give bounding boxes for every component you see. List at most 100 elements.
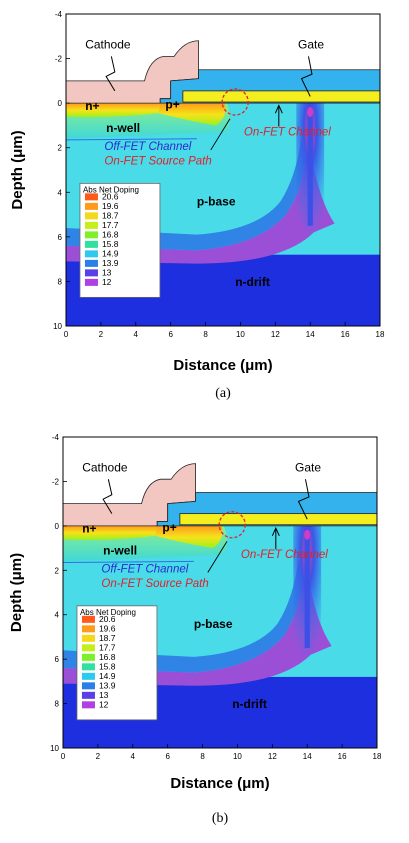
legend-value: 15.8 — [102, 239, 119, 249]
p-base-label: p-base — [194, 617, 233, 631]
off-fet-pointer — [210, 118, 231, 151]
p-base-label: p-base — [197, 195, 236, 209]
legend-swatch — [81, 701, 95, 709]
y-tick-label: 2 — [58, 144, 63, 153]
legend-value: 18.7 — [102, 210, 119, 220]
gate-label: Gate — [295, 460, 321, 474]
on-fet-arrow — [271, 526, 280, 550]
off-fet-channel-label: Off-FET Channel — [101, 564, 188, 576]
legend-value: 12 — [102, 277, 112, 287]
legend-value: 13 — [102, 267, 112, 277]
x-tick-label: 18 — [376, 330, 385, 339]
x-tick-label: 0 — [61, 752, 66, 761]
legend-swatch — [84, 259, 98, 267]
off-fet-channel-label: Off-FET Channel — [104, 141, 191, 153]
x-tick-label: 4 — [134, 330, 139, 339]
legend-value: 18.7 — [99, 633, 116, 643]
legend-swatch — [84, 269, 98, 277]
legend-value: 20.6 — [99, 614, 116, 624]
y-tick-label: 8 — [58, 277, 63, 286]
legend-swatch — [84, 202, 98, 210]
cathode-label: Cathode — [85, 38, 131, 52]
x-tick-label: 6 — [168, 330, 173, 339]
x-tick-label: 10 — [236, 330, 245, 339]
y-tick-label: -4 — [55, 10, 63, 19]
legend-value: 16.8 — [102, 229, 119, 239]
y-axis-title: Depth (μm) — [9, 130, 26, 209]
doping-legend: Abs Net Doping20.619.618.717.716.815.814… — [79, 182, 161, 298]
x-tick-label: 12 — [271, 330, 280, 339]
legend-value: 13.9 — [99, 680, 116, 690]
n-plus-label: n+ — [82, 522, 96, 536]
legend-value: 17.7 — [102, 220, 119, 230]
n-plus-region — [63, 525, 158, 540]
legend-swatch — [84, 240, 98, 248]
legend-value: 12 — [99, 699, 109, 709]
figure-b: 0 2 4 6 8 10 12 14 16 18 -4 -2 0 2 4 6 8 10 Distance (μm) D… — [8, 433, 382, 826]
n-well-label: n-well — [106, 121, 140, 135]
x-tick-label: 14 — [303, 752, 312, 761]
legend-swatch — [81, 634, 95, 642]
cathode-label: Cathode — [82, 460, 128, 474]
y-tick-label: 2 — [55, 566, 60, 575]
pillar-tip — [304, 529, 311, 540]
gate-pointer — [300, 56, 313, 97]
x-tick-label: 12 — [268, 752, 277, 761]
y-tick-label: 4 — [55, 611, 60, 620]
gate-poly — [182, 90, 381, 103]
legend-value: 20.6 — [102, 191, 119, 201]
legend-swatch — [84, 193, 98, 201]
x-tick-label: 16 — [338, 752, 347, 761]
y-tick-label: 6 — [55, 655, 60, 664]
x-tick-label: 8 — [200, 752, 205, 761]
pillar-tip — [307, 107, 314, 118]
x-tick-label: 14 — [306, 330, 315, 339]
legend-value: 14.9 — [99, 671, 116, 681]
x-tick-label: 2 — [96, 752, 101, 761]
pillar-core — [307, 103, 313, 226]
figure-a: 0 2 4 6 8 10 12 14 16 18 -4 -2 0 2 4 6 8 10 Distance (μm) D… — [9, 10, 385, 401]
legend-title: Abs Net Doping — [83, 185, 139, 194]
x-tick-label: 0 — [64, 330, 69, 339]
legend-value: 19.6 — [99, 623, 116, 633]
y-tick-label: 4 — [58, 188, 63, 197]
x-tick-label: 18 — [373, 752, 382, 761]
junction-band — [66, 158, 335, 264]
legend-value: 13 — [99, 690, 109, 700]
legend-swatch — [84, 250, 98, 258]
channel-highlight-circle — [221, 88, 249, 116]
y-tick-label: 10 — [50, 744, 59, 753]
x-tick-label: 8 — [203, 330, 208, 339]
y-tick-label: 8 — [55, 700, 60, 709]
n-plus-label: n+ — [85, 99, 99, 113]
figure-caption: (b) — [212, 811, 229, 826]
x-tick-label: 2 — [99, 330, 104, 339]
x-axis-title: Distance (μm) — [170, 775, 269, 792]
plot-frame — [62, 436, 378, 749]
legend-swatch — [81, 682, 95, 690]
figure-caption: (a) — [215, 386, 231, 401]
pillar-core — [304, 525, 310, 649]
on-fet-arrow — [274, 104, 283, 127]
y-tick-label: 0 — [58, 99, 63, 108]
n-plus-region — [66, 103, 161, 118]
legend-value: 14.9 — [102, 248, 119, 258]
legend-box — [79, 182, 161, 298]
channel-line — [62, 560, 194, 564]
x-tick-label: 6 — [165, 752, 170, 761]
legend-swatch — [81, 691, 95, 699]
x-tick-label: 16 — [341, 330, 350, 339]
doping-legend: Abs Net Doping20.619.618.717.716.815.814… — [76, 605, 158, 721]
legend-swatch — [81, 615, 95, 623]
plot-frame — [65, 13, 381, 327]
x-tick-label: 4 — [131, 752, 136, 761]
legend-box — [76, 605, 158, 721]
legend-swatch — [84, 212, 98, 220]
n-drift-label: n-drift — [232, 697, 267, 711]
legend-swatch — [81, 625, 95, 633]
on-fet-source-path-label: On-FET Source Path — [101, 578, 208, 590]
cathode-pointer — [102, 479, 113, 514]
legend-value: 15.8 — [99, 661, 116, 671]
y-tick-label: -4 — [52, 433, 60, 442]
